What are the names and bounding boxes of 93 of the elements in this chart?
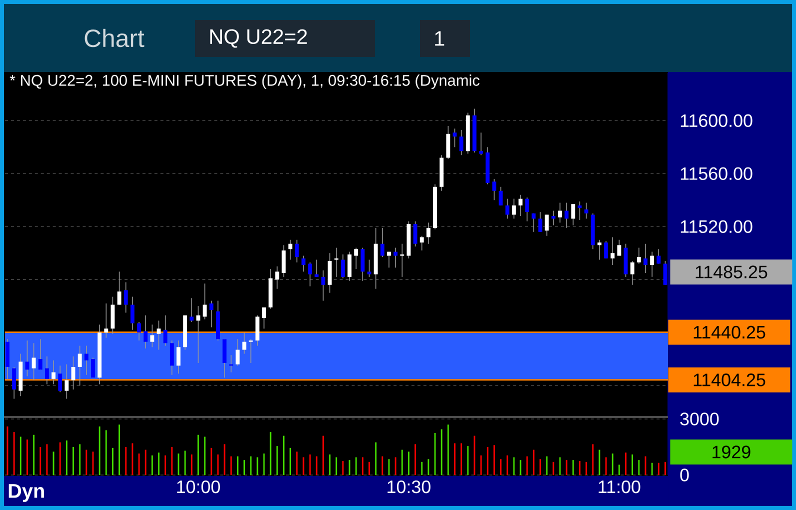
text: Chart (84, 28, 144, 48)
candlestick (348, 251, 352, 282)
candlestick (656, 248, 661, 264)
candlestick (360, 247, 365, 282)
text: Dyn (8, 484, 44, 502)
candlestick (176, 340, 180, 374)
candlestick (294, 239, 299, 263)
candlestick (505, 198, 510, 220)
text: 11485.25 (696, 266, 768, 278)
candlestick (222, 338, 227, 378)
y-tick-label: 11520.00 (680, 220, 752, 233)
candlestick (275, 266, 280, 290)
candlestick (104, 303, 108, 338)
candlestick (117, 271, 122, 306)
candlestick (12, 366, 16, 400)
candlestick (130, 296, 134, 330)
y-tick-label: 3000 (680, 412, 719, 426)
candlestick (78, 345, 82, 386)
candlestick (52, 360, 56, 385)
candlestick (209, 300, 214, 328)
chart-title: * NQ U22=2, 100 E-MINI FUTURES (DAY), 1, 09:30-16:15 (Dynamic (10, 74, 480, 89)
candlestick (301, 255, 306, 272)
candlestick (321, 270, 326, 302)
candlestick (32, 342, 36, 381)
candlestick (308, 262, 312, 287)
candlestick (202, 283, 207, 320)
candlestick (236, 338, 240, 366)
candlestick (91, 357, 95, 378)
candlestick (518, 194, 522, 216)
candlestick (137, 322, 142, 341)
text: 1929 (712, 446, 750, 458)
candlestick (663, 260, 668, 286)
candlestick (44, 356, 49, 385)
x-tick-label: 11:00 (598, 480, 640, 494)
candlestick (242, 332, 246, 354)
candlestick (584, 202, 588, 220)
candlestick (58, 365, 62, 393)
candlestick (544, 214, 549, 236)
candlestick (124, 282, 128, 314)
y-tick-label: 0 (680, 468, 689, 482)
y-tick-label: 11560.00 (680, 167, 752, 180)
candlestick (110, 296, 115, 334)
candlestick (314, 259, 319, 278)
x-tick-label: 10:30 (388, 480, 430, 494)
candlestick (288, 239, 292, 260)
candlestick (446, 126, 450, 160)
candlestick (380, 228, 384, 258)
candlestick (248, 338, 253, 364)
candlestick (512, 198, 516, 220)
candlestick (459, 130, 464, 156)
ref-line-label: 11404.25 (694, 374, 766, 386)
candlestick (340, 254, 345, 279)
candlestick (578, 201, 582, 220)
candlestick (354, 247, 358, 270)
candlestick (597, 239, 602, 260)
candlestick (644, 243, 648, 274)
candlestick (538, 212, 542, 232)
x-tick-label: 10:00 (177, 480, 220, 494)
candlestick (479, 132, 484, 156)
candlestick (262, 306, 266, 329)
candlestick (532, 212, 536, 232)
candlestick (492, 178, 496, 201)
candlestick (571, 204, 576, 226)
candlestick (420, 235, 424, 251)
candlestick (413, 220, 418, 247)
candlestick (170, 340, 174, 376)
ref-line-label: 11440.25 (694, 326, 766, 339)
candlestick (84, 345, 88, 376)
candlestick (64, 364, 69, 400)
candlestick (38, 338, 42, 370)
candlestick (636, 247, 641, 264)
candlestick (610, 236, 615, 266)
candlestick (558, 202, 562, 224)
y-tick-label: 11600.00 (680, 114, 752, 128)
candlestick (163, 314, 168, 346)
candlestick (150, 324, 154, 348)
candlestick (604, 240, 608, 259)
candlestick (650, 251, 654, 278)
candlestick (25, 340, 30, 377)
candlestick (617, 239, 622, 256)
candlestick (156, 320, 161, 350)
candlestick (255, 314, 260, 346)
candlestick (498, 186, 503, 206)
text: NQ U22=2 (210, 29, 307, 48)
candlestick (144, 314, 148, 349)
candlestick (525, 197, 530, 222)
candlestick (551, 210, 556, 226)
candlestick (190, 298, 194, 322)
candlestick (367, 259, 372, 278)
candlestick (426, 222, 430, 244)
candlestick (630, 260, 634, 286)
candlestick (564, 202, 569, 228)
text: 1 (435, 31, 444, 46)
